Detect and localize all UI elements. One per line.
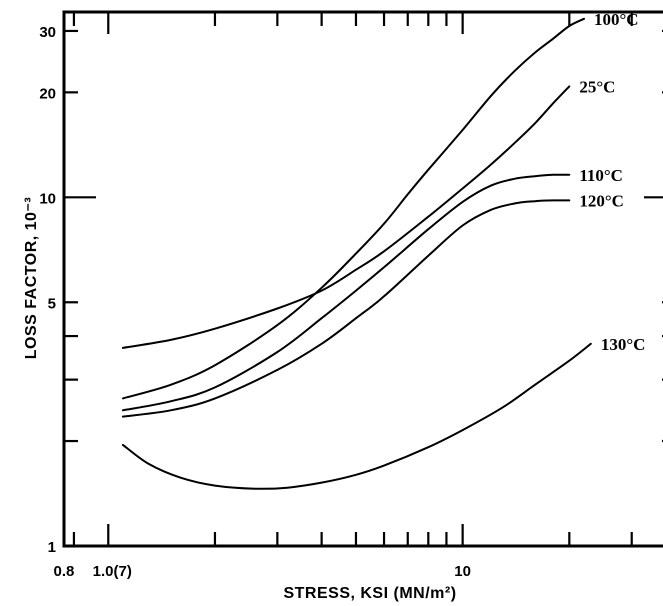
series-line-25c (123, 86, 569, 348)
series-label-130c: 130°C (601, 335, 646, 354)
y-tick-label: 1 (48, 539, 56, 556)
series-label-120c: 120°C (579, 191, 624, 210)
y-tick-label: 30 (39, 24, 56, 41)
y-tick-label: 5 (48, 295, 56, 312)
series-line-110c (123, 175, 569, 411)
series-line-130c (123, 344, 591, 489)
series-line-100c (123, 19, 584, 399)
series-label-100c: 100°C (594, 10, 639, 29)
x-tick-label: 0.8 (54, 563, 75, 580)
y-tick-label: 10 (39, 190, 56, 207)
x-tick-label: 1.0(7) (93, 563, 132, 580)
x-tick-label: 10 (454, 563, 471, 580)
tick-labels: 0.8 1.0(7) 10 1 5 10 20 30 (39, 24, 471, 580)
series-label-25c: 25°C (579, 77, 615, 96)
y-axis-label: LOSS FACTOR, 10⁻³ (23, 197, 40, 359)
x-axis-label: STRESS, KSI (MN/m²) (283, 585, 456, 602)
y-tick-label: 20 (39, 85, 56, 102)
data-curves (123, 19, 591, 489)
series-labels: 100°C 25°C 110°C 120°C 130°C (579, 10, 645, 354)
series-label-110c: 110°C (579, 166, 623, 185)
series-line-120c (123, 200, 569, 416)
